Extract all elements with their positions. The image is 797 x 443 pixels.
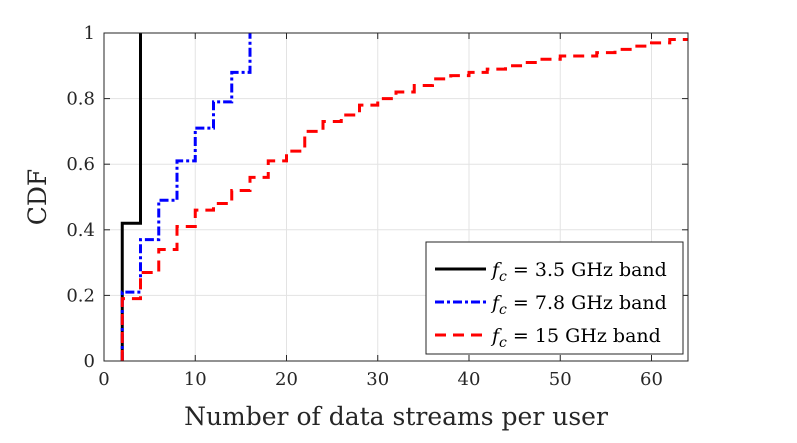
x-tick-label: 30	[366, 369, 389, 390]
legend-text-rest: = 15 GHz band	[507, 325, 661, 347]
y-axis-label: CDF	[23, 169, 52, 226]
x-tick-label: 50	[549, 369, 572, 390]
plot-frame	[103, 32, 689, 362]
y-tick-label: 0.8	[66, 89, 95, 110]
x-tick-label: 0	[98, 369, 109, 390]
y-tick-label: 1	[84, 23, 95, 44]
legend-text-rest: = 7.8 GHz band	[507, 292, 667, 314]
tick-labels: 0 10 20 30 40 50 60 0 0.2 0.4 0.6 0.8 1	[66, 23, 688, 390]
legend-subscript: c	[499, 269, 507, 285]
legend-symbol: f	[490, 259, 502, 281]
y-tick-label: 0.2	[66, 285, 95, 306]
x-axis-label: Number of data streams per user	[184, 402, 608, 431]
x-tick-label: 20	[275, 369, 298, 390]
y-tick-label: 0	[84, 351, 95, 372]
legend-symbol: f	[490, 325, 502, 347]
legend-box	[425, 241, 684, 355]
legend-subscript: c	[499, 335, 507, 351]
legend-label-0: fc = 3.5 GHz band	[490, 259, 667, 285]
x-tick-label: 60	[640, 369, 663, 390]
x-tick-label: 40	[458, 369, 481, 390]
legend-label-2: fc = 15 GHz band	[490, 325, 661, 351]
legend-text-rest: = 3.5 GHz band	[507, 259, 667, 281]
x-tick-label: 10	[184, 369, 207, 390]
legend-symbol: f	[490, 292, 502, 314]
series-line-1	[120, 33, 252, 361]
series-layer	[120, 33, 688, 361]
legend-label-1: fc = 7.8 GHz band	[490, 292, 667, 318]
legend-subscript: c	[499, 302, 507, 318]
y-tick-label: 0.4	[66, 220, 95, 241]
y-tick-label: 0.6	[66, 154, 95, 175]
series-line-2	[120, 38, 688, 361]
